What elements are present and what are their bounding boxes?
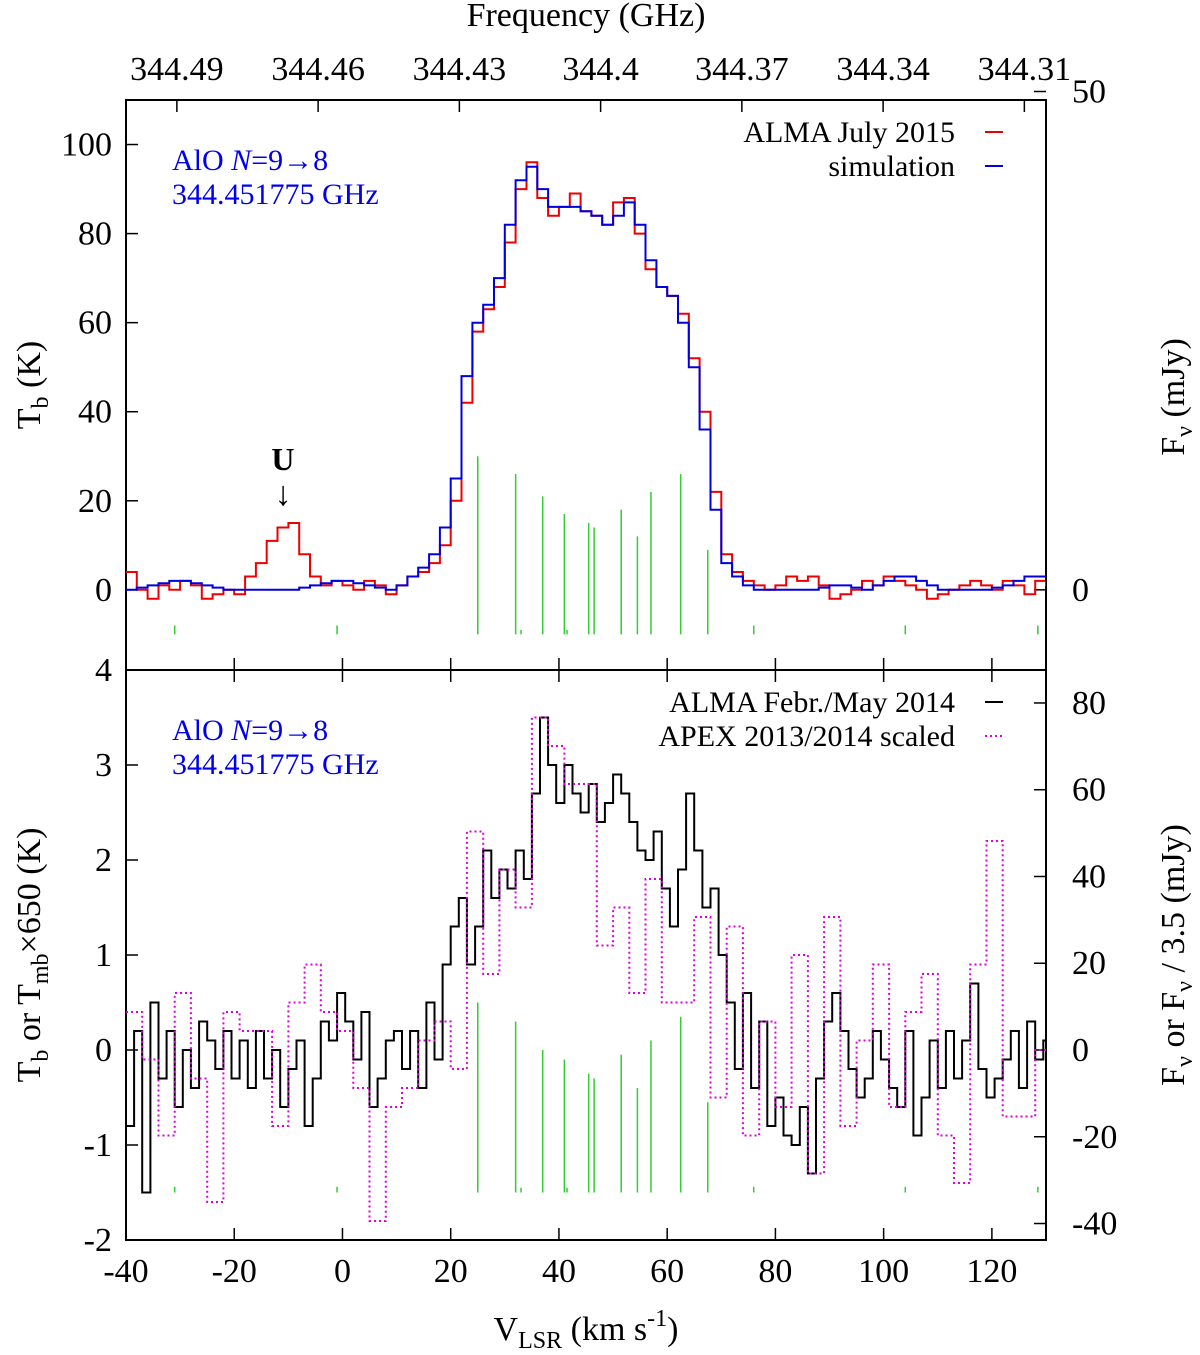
y2-axis-title-part: ν bbox=[1172, 1056, 1198, 1067]
y-axis-title-part: mb bbox=[28, 953, 54, 984]
y2-tick-label: 80 bbox=[1072, 685, 1106, 722]
bottom-series bbox=[126, 716, 1046, 1222]
legend-label: ALMA July 2015 bbox=[743, 116, 955, 149]
annotation-frequency: 344.451775 GHz bbox=[172, 178, 379, 211]
y2-axis-title-part: or F bbox=[1155, 992, 1192, 1056]
y-axis-title-main: T bbox=[11, 408, 48, 429]
y2-tick-label: 0 bbox=[1072, 1032, 1089, 1069]
line-annotation: AlO N=9→8 bbox=[172, 714, 328, 747]
y2-axis-title-part: / 3.5 (mJy) bbox=[1155, 824, 1192, 981]
unidentified-arrow: ↓ bbox=[274, 476, 291, 513]
y-tick-label: 0 bbox=[95, 1032, 112, 1069]
x-axis-title: VLSR (km s-1) bbox=[494, 1306, 679, 1354]
y2-axis-title-part: ν bbox=[1172, 981, 1198, 992]
x-axis-title-main: V bbox=[494, 1311, 519, 1348]
x-tick-label: -40 bbox=[103, 1253, 148, 1290]
y-tick-label: 2 bbox=[95, 842, 112, 879]
annotation-transition: =9→8 bbox=[251, 144, 328, 177]
y-tick-label: -1 bbox=[84, 1127, 112, 1164]
y2-axis-title-part: F bbox=[1155, 1067, 1192, 1086]
freq-tick-label: 344.4 bbox=[562, 51, 639, 88]
freq-tick-label: 344.31 bbox=[978, 51, 1072, 88]
legend-label: APEX 2013/2014 scaled bbox=[658, 720, 955, 753]
y-tick-label: -2 bbox=[84, 1222, 112, 1259]
freq-tick-label: 344.43 bbox=[413, 51, 507, 88]
y-tick-label: 40 bbox=[78, 394, 112, 431]
x-axis-title-sup: -1 bbox=[647, 1306, 667, 1332]
x-tick-label: 40 bbox=[542, 1253, 576, 1290]
legend-label: simulation bbox=[828, 150, 955, 183]
x-tick-label: 80 bbox=[758, 1253, 792, 1290]
annotation-species: AlO bbox=[172, 144, 231, 177]
y2-axis-title: Fν or Fν / 3.5 (mJy) bbox=[1155, 824, 1198, 1086]
unidentified-marker: U bbox=[271, 441, 294, 477]
series-alma-febr-may-2014 bbox=[126, 716, 1046, 1194]
line-annotation: AlO N=9→8 bbox=[172, 144, 328, 177]
y-axis-title: Tb (K) bbox=[11, 341, 54, 429]
y2-tick-label: 20 bbox=[1072, 945, 1106, 982]
x-tick-label: 100 bbox=[858, 1253, 909, 1290]
freq-tick-label: 344.37 bbox=[695, 51, 789, 88]
x-tick-label: 0 bbox=[334, 1253, 351, 1290]
annotation-frequency: 344.451775 GHz bbox=[172, 748, 379, 781]
freq-tick-label: 344.49 bbox=[130, 51, 224, 88]
annotation-species: AlO bbox=[172, 714, 231, 747]
y-tick-label: 1 bbox=[95, 937, 112, 974]
x-tick-label: 120 bbox=[966, 1253, 1017, 1290]
y2-axis-title-main: F bbox=[1155, 437, 1192, 456]
x-tick-label: 20 bbox=[434, 1253, 468, 1290]
freq-axis-title: Frequency (GHz) bbox=[467, 0, 706, 34]
y-tick-label: 80 bbox=[78, 216, 112, 253]
y-axis-title-tail: (K) bbox=[11, 341, 48, 397]
y-tick-label: 20 bbox=[78, 483, 112, 520]
x-axis-title-tail: (km s bbox=[562, 1311, 647, 1348]
y2-tick-label: -20 bbox=[1072, 1119, 1117, 1156]
y-tick-label: 3 bbox=[95, 747, 112, 784]
y-axis-title-part: ×650 (K) bbox=[11, 828, 48, 954]
y-tick-label: 4 bbox=[95, 652, 112, 689]
x-axis-title-sub: LSR bbox=[518, 1328, 562, 1354]
bottom-panel: -2 -1 0 1 2 3 4 -40 -20 0 20 40 60 80 AlO N=9→8344.451… bbox=[11, 652, 1198, 1354]
y-axis-title: Tb or Tmb×650 (K) bbox=[11, 828, 54, 1083]
bottom-hyperfine-lines bbox=[173, 1002, 1039, 1193]
y-tick-label: 100 bbox=[61, 127, 112, 164]
y-axis-title-part: T bbox=[11, 1061, 48, 1082]
y2-axis-title-sub: ν bbox=[1172, 426, 1198, 437]
y2-tick-label: 40 bbox=[1072, 858, 1106, 895]
x-tick-label: 60 bbox=[650, 1253, 684, 1290]
freq-tick-label: 344.34 bbox=[836, 51, 930, 88]
top-series bbox=[126, 161, 1046, 600]
y2-tick-label: -40 bbox=[1072, 1206, 1117, 1243]
top-hyperfine-lines bbox=[173, 456, 1039, 635]
y-tick-label: 60 bbox=[78, 305, 112, 342]
y-axis-title-sub: b bbox=[28, 396, 54, 408]
annotation-quantum-number: N bbox=[230, 144, 253, 177]
top-panel: 020406080100050100150200AlO N=9→8344.451… bbox=[11, 0, 1198, 671]
y-axis-title-part: b bbox=[28, 1050, 54, 1062]
series-alma-july-2015 bbox=[126, 161, 1046, 600]
y2-tick-label: 0 bbox=[1072, 572, 1089, 609]
series-simulation bbox=[126, 165, 1046, 591]
y2-tick-label: 60 bbox=[1072, 772, 1106, 809]
freq-tick-label: 344.46 bbox=[271, 51, 365, 88]
y2-tick-label: 50 bbox=[1072, 74, 1106, 111]
annotation-quantum-number: N bbox=[230, 714, 253, 747]
y2-axis-title-tail: (mJy) bbox=[1155, 338, 1192, 426]
y2-axis-title: Fν (mJy) bbox=[1155, 338, 1198, 456]
x-tick-label: -20 bbox=[212, 1253, 257, 1290]
y-tick-label: 0 bbox=[95, 572, 112, 609]
annotation-transition: =9→8 bbox=[251, 714, 328, 747]
x-axis-title-end: ) bbox=[667, 1311, 678, 1348]
legend-label: ALMA Febr./May 2014 bbox=[669, 686, 955, 719]
y-axis-title-part: or T bbox=[11, 984, 48, 1050]
